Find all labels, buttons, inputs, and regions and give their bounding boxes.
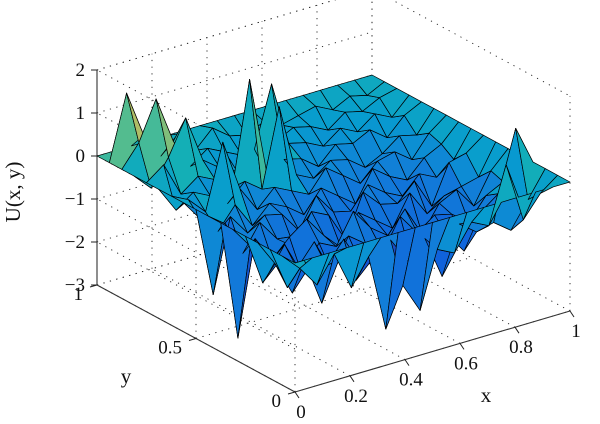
x-tick-mark [569, 310, 575, 318]
surface-patch [540, 174, 571, 194]
grid-line-z-back-wall [96, 160, 373, 243]
x-tick-mark [404, 359, 410, 366]
grid-line-y-floor [195, 257, 472, 339]
z-tick-label: −1 [65, 189, 85, 210]
x-tick-label: 0.6 [454, 353, 478, 374]
x-tick-label: 0 [296, 402, 306, 423]
box-top-back-edge [96, 0, 337, 71]
grid-line-y-floor [96, 203, 373, 286]
x-tick-mark [459, 343, 465, 350]
x-axis-label: x [481, 383, 492, 407]
x-tick-label: 0.8 [509, 337, 533, 358]
x-tick-label: 1 [571, 321, 581, 342]
y-tick-label: 0.5 [158, 338, 182, 359]
z-tick-label: −2 [65, 232, 85, 253]
y-axis-label: y [121, 364, 132, 388]
x-tick-mark [514, 326, 520, 334]
tick-layer: −3 −2 −1 0 1 2 0 0.5 1 0 0.2 0.4 0.6 0.8 1 [65, 60, 581, 423]
z-tick-label: 1 [76, 103, 86, 124]
box-top-right-edge [391, 0, 571, 97]
y-tick-mark [287, 391, 296, 395]
surface-layer [96, 74, 571, 339]
grid-line-z-back-wall [96, 117, 373, 200]
z-tick-label: 0 [76, 146, 86, 167]
x-axis-line [294, 310, 571, 393]
y-tick-label: 1 [74, 284, 84, 305]
x-tick-mark [294, 391, 300, 399]
x-tick-mark [349, 375, 355, 383]
z-tick-label: 2 [76, 60, 86, 81]
z-axis-label: U(x, y) [1, 162, 25, 223]
x-tick-label: 0.2 [344, 386, 368, 407]
z-tick-label: −3 [65, 275, 85, 296]
y-tick-label: 0 [272, 391, 282, 412]
y-tick-mark [89, 284, 98, 288]
grid-line-z-back-wall [96, 31, 373, 114]
y-tick-mark [188, 338, 197, 341]
grid-line-z-back-wall [96, 0, 337, 71]
x-tick-label: 0.4 [399, 370, 423, 391]
